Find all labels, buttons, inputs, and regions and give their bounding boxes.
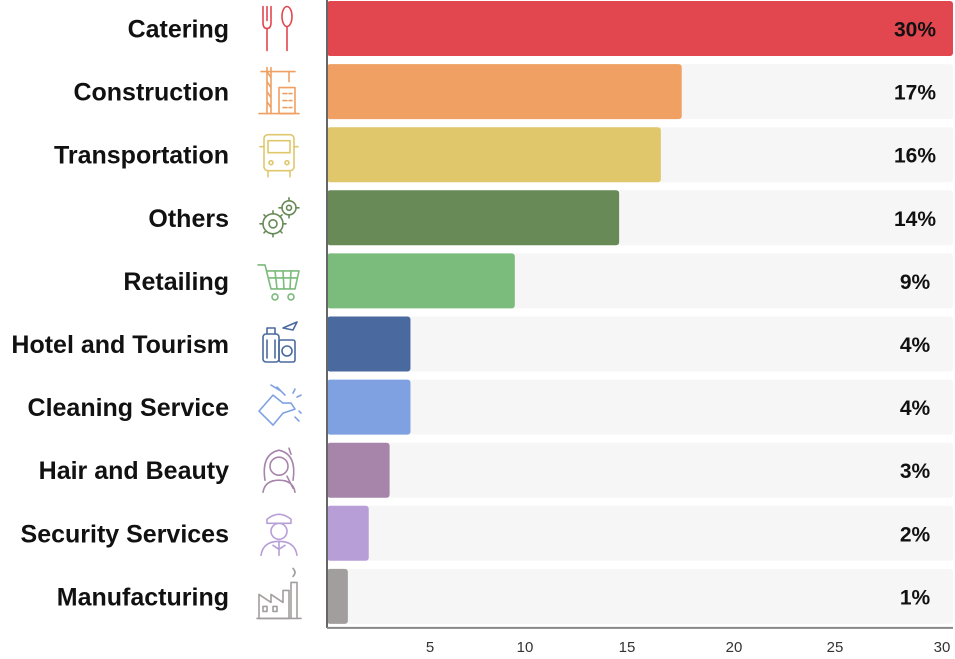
shopping-cart-icon [257, 264, 300, 301]
utensils-icon [262, 5, 293, 52]
category-label: Security Services [21, 520, 229, 548]
value-label: 3% [900, 460, 931, 483]
category-icons [256, 5, 302, 620]
cleaning-hand-icon [258, 384, 302, 426]
value-label: 14% [894, 208, 936, 231]
bar-track [327, 379, 953, 435]
value-label: 4% [900, 397, 931, 420]
category-label: Hair and Beauty [39, 457, 229, 485]
category-label: Cleaning Service [28, 394, 230, 422]
value-label: 30% [894, 19, 936, 42]
category-label: Hotel and Tourism [11, 331, 229, 359]
category-labels: Catering Construction Transportation Others… [11, 16, 229, 612]
x-tick-label: 30 [934, 639, 951, 656]
bar-hotel-and-tourism [327, 316, 411, 372]
x-tick-label: 25 [827, 639, 844, 656]
bar-security-services [327, 505, 369, 561]
value-labels: 30% 17% 16% 14% 9% 4% 4% 3% 2% 1% [894, 19, 936, 610]
bar-track [327, 568, 953, 624]
value-label: 9% [900, 271, 931, 294]
x-tick-label: 20 [726, 639, 743, 656]
value-label: 4% [900, 334, 931, 357]
bar-cleaning-service [327, 379, 411, 435]
bar-track [327, 316, 953, 372]
value-label: 17% [894, 82, 936, 105]
value-label: 2% [900, 523, 931, 546]
x-tick-label: 10 [517, 639, 534, 656]
bar-catering [327, 1, 953, 56]
axes [326, 0, 953, 629]
category-label: Transportation [54, 142, 229, 170]
bus-icon [259, 133, 299, 178]
security-guard-icon [260, 513, 298, 557]
factory-icon [256, 567, 302, 620]
luggage-passport-icon [262, 321, 298, 363]
value-label: 16% [894, 145, 936, 168]
category-label: Retailing [123, 268, 229, 296]
value-label: 1% [900, 586, 931, 609]
category-label: Construction [73, 79, 229, 107]
crane-building-icon [258, 66, 300, 115]
bar-transportation [327, 127, 661, 183]
bar-others [327, 190, 620, 246]
bar-manufacturing [327, 568, 348, 624]
category-label: Manufacturing [57, 583, 229, 611]
category-label: Others [148, 205, 229, 233]
x-tick-labels: 5 10 15 20 25 30 [426, 639, 951, 656]
x-tick-label: 5 [426, 639, 434, 656]
bar-hair-and-beauty [327, 442, 390, 498]
woman-hairdresser-icon [262, 447, 296, 494]
bar-track [327, 442, 953, 498]
bars [327, 1, 953, 624]
x-tick-label: 15 [619, 639, 636, 656]
gears-icon [259, 197, 300, 238]
bar-track [327, 505, 953, 561]
bar-retailing [327, 253, 515, 309]
bar-construction [327, 64, 682, 120]
category-label: Catering [128, 16, 229, 44]
